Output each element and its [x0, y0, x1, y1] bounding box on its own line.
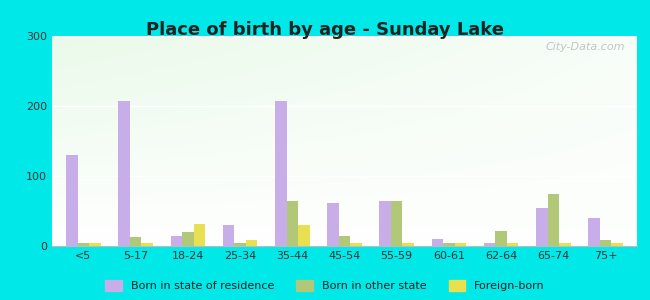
- Bar: [287, 200, 298, 246]
- Bar: [194, 224, 205, 246]
- Bar: [443, 242, 455, 246]
- Bar: [350, 242, 362, 246]
- Bar: [536, 208, 548, 246]
- Bar: [339, 236, 350, 246]
- Bar: [588, 218, 600, 246]
- Bar: [484, 242, 495, 246]
- Bar: [182, 232, 194, 246]
- Bar: [612, 242, 623, 246]
- Bar: [402, 242, 414, 246]
- Bar: [559, 242, 571, 246]
- Text: Place of birth by age - Sunday Lake: Place of birth by age - Sunday Lake: [146, 21, 504, 39]
- Bar: [77, 242, 89, 246]
- Legend: Born in state of residence, Born in other state, Foreign-born: Born in state of residence, Born in othe…: [105, 280, 545, 291]
- Bar: [391, 200, 402, 246]
- Text: City-Data.com: City-Data.com: [546, 42, 625, 52]
- Bar: [380, 200, 391, 246]
- Bar: [600, 240, 612, 246]
- Bar: [170, 236, 182, 246]
- Bar: [66, 155, 77, 246]
- Bar: [432, 239, 443, 246]
- Bar: [455, 242, 466, 246]
- Bar: [507, 242, 519, 246]
- Bar: [327, 202, 339, 246]
- Bar: [130, 237, 141, 246]
- Bar: [234, 242, 246, 246]
- Bar: [141, 242, 153, 246]
- Bar: [246, 240, 257, 246]
- Bar: [118, 101, 130, 246]
- Bar: [495, 231, 507, 246]
- Bar: [275, 101, 287, 246]
- Bar: [89, 242, 101, 246]
- Bar: [223, 225, 234, 246]
- Bar: [548, 194, 559, 246]
- Bar: [298, 225, 309, 246]
